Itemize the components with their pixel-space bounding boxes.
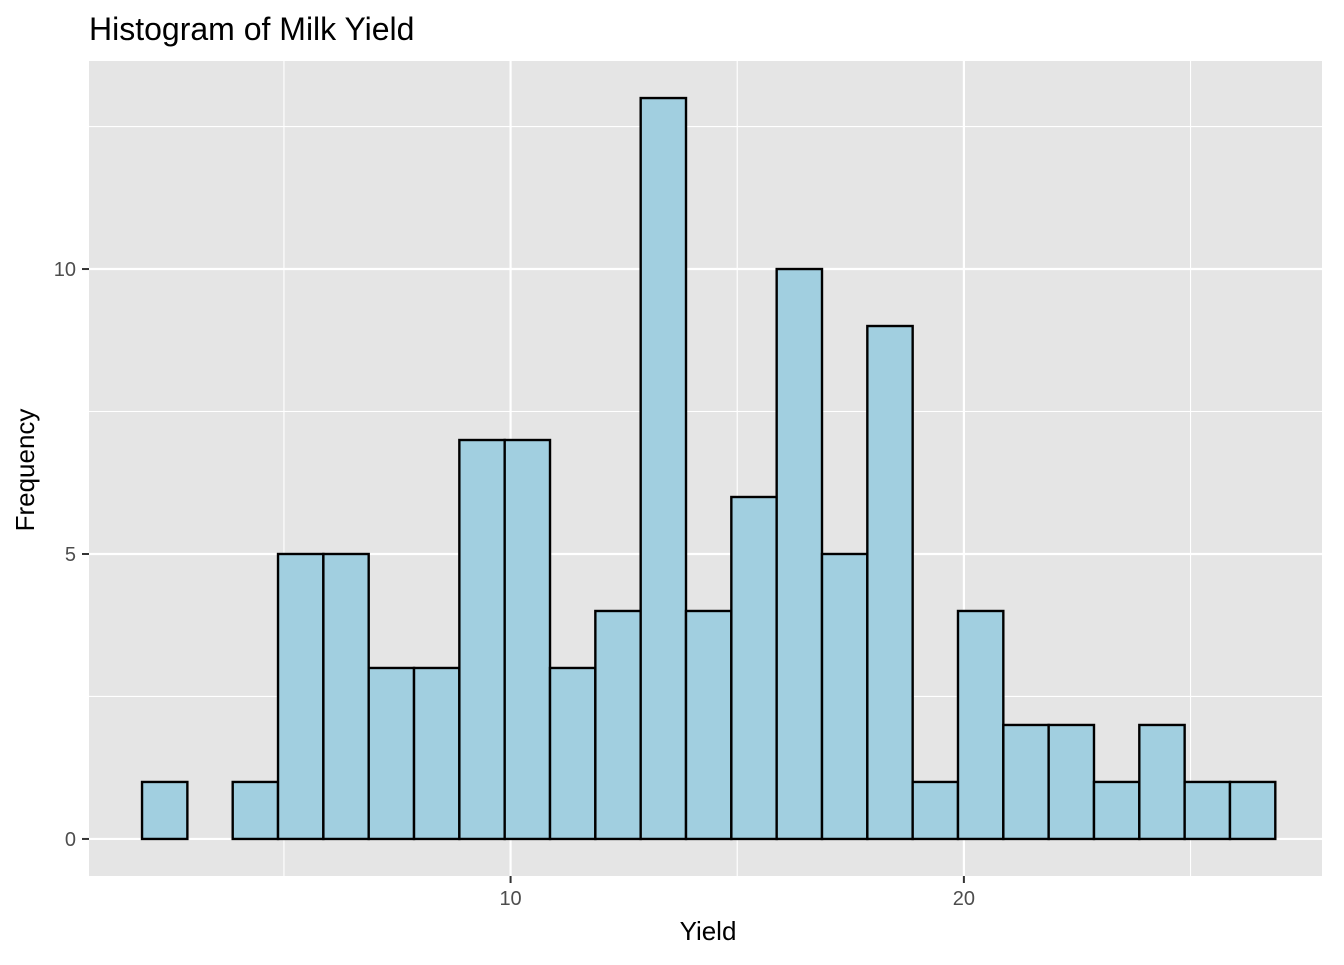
histogram-bar [458,438,506,841]
histogram-bar [911,780,960,841]
x-tick-label: 20 [953,888,975,910]
histogram-bar [820,552,869,841]
histogram-bar [1138,723,1186,841]
histogram-bar [1183,780,1232,841]
histogram-bar [412,666,461,841]
histogram-bar [1092,780,1141,841]
y-axis-ticks: 0 5 10 [54,259,89,851]
histogram-bar [594,609,642,841]
x-tick-label: 10 [499,888,521,910]
histogram-bar [548,666,597,841]
histogram-bar [1002,723,1050,841]
histogram-bar [1047,723,1096,841]
x-axis-ticks: 10 20 [499,876,975,910]
histogram-bar [322,552,370,841]
y-tick-label: 10 [54,259,76,281]
histogram-bar [1228,780,1277,841]
histogram-bar [140,780,189,841]
histogram-bar [231,780,280,841]
histogram-bar [503,438,552,841]
y-tick-label: 0 [65,829,76,851]
histogram-bar [956,609,1005,841]
histogram-bar [639,96,688,841]
histogram-bar [730,495,778,841]
chart-title: Histogram of Milk Yield [89,11,414,47]
histogram-bar [775,267,824,841]
x-axis-title: Yield [680,916,737,946]
histogram-bar [367,666,416,841]
histogram-bar [866,324,914,841]
y-tick-label: 5 [65,544,76,566]
y-axis-title: Frequency [10,409,40,532]
histogram-bar [276,552,325,841]
histogram-bars [140,96,1277,841]
histogram-bar [684,609,733,841]
